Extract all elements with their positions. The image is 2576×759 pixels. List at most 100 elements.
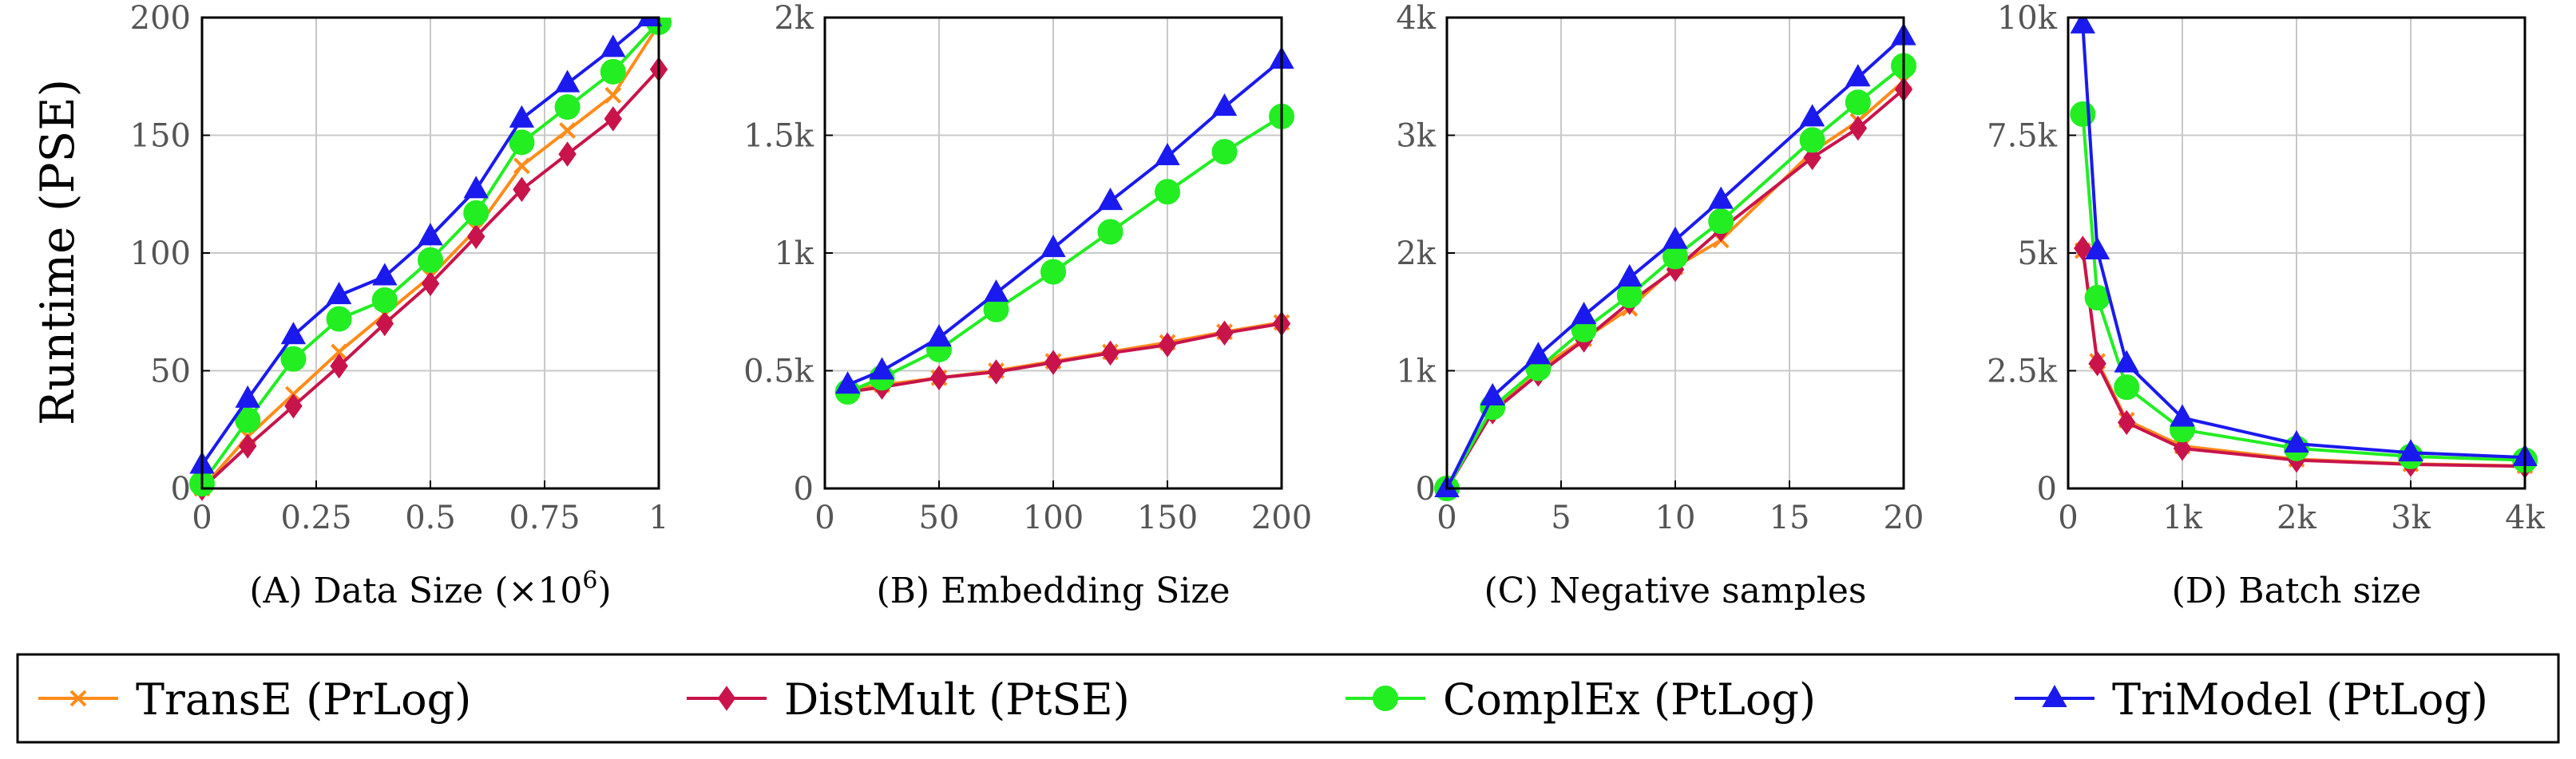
x-tick-label: 1 bbox=[648, 500, 668, 536]
data-point-trimodel bbox=[2084, 237, 2110, 260]
chart-panel-d: 0 1k 2k 3k 4k 0 2.5k 5k 7.5k 10k (D) Batch size bbox=[1987, 0, 2545, 611]
series-group bbox=[189, 18, 672, 501]
data-point-complex bbox=[1799, 127, 1825, 153]
x-tick-label: 100 bbox=[1023, 500, 1084, 536]
x-axis-label: (B) Embedding Size bbox=[876, 571, 1230, 611]
data-point-trimodel bbox=[372, 263, 398, 286]
legend-label-trimodel: TriModel (PtLog) bbox=[2112, 674, 2488, 725]
y-tick-label: 7.5k bbox=[1987, 118, 2058, 155]
x-tick-label: 2k bbox=[2277, 500, 2316, 536]
data-point-distmult bbox=[929, 365, 949, 391]
data-point-complex bbox=[1845, 89, 1871, 116]
legend-label-distmult: DistMult (PtSE) bbox=[784, 674, 1130, 725]
series-line-trimodel bbox=[2081, 24, 2526, 460]
legend-item-distmult: DistMult (PtSE) bbox=[687, 674, 1130, 725]
series-line-trimodel bbox=[1445, 35, 1905, 489]
x-tick-label: 5 bbox=[1551, 500, 1571, 536]
legend-marker-trimodel bbox=[2042, 684, 2067, 707]
data-point-complex bbox=[1616, 283, 1643, 309]
x-axis-label-text: (A) Data Size (×10 bbox=[249, 571, 582, 611]
y-tick-label: 5k bbox=[2017, 235, 2057, 272]
data-point-distmult bbox=[421, 271, 440, 297]
legend-item-complex: ComplEx (PtLog) bbox=[1345, 674, 1816, 725]
data-point-distmult bbox=[1158, 332, 1177, 358]
data-point-trimodel bbox=[1571, 302, 1597, 325]
data-point-trimodel bbox=[463, 176, 489, 199]
data-point-trimodel bbox=[1211, 93, 1238, 117]
series-trimodel bbox=[834, 46, 1294, 394]
x-tick-label: 20 bbox=[1884, 500, 1924, 536]
data-point-complex bbox=[326, 306, 352, 332]
x-axis-label-text: (B) Embedding Size bbox=[876, 571, 1230, 611]
legend-item-trimodel: TriModel (PtLog) bbox=[2015, 674, 2488, 725]
series-trimodel bbox=[2070, 18, 2538, 467]
data-point-distmult bbox=[1849, 115, 1868, 141]
y-tick-label: 2k bbox=[774, 0, 814, 37]
x-tick-label: 1k bbox=[2162, 500, 2202, 536]
data-point-distmult bbox=[2117, 409, 2136, 436]
data-point-complex bbox=[2070, 101, 2096, 127]
series-complex bbox=[2070, 101, 2538, 473]
series-group bbox=[2070, 18, 2538, 479]
y-tick-label: 50 bbox=[150, 354, 191, 390]
x-tick-label: 200 bbox=[1251, 500, 1312, 536]
data-point-complex bbox=[1708, 208, 1734, 235]
x-tick-label: 0 bbox=[192, 500, 212, 536]
data-point-trimodel bbox=[418, 223, 443, 246]
y-tick-label: 3k bbox=[1396, 118, 1436, 155]
data-point-complex bbox=[280, 346, 307, 372]
x-axis-label-sup: 6 bbox=[582, 567, 597, 595]
y-tick-label: 1.5k bbox=[743, 118, 814, 155]
data-point-trimodel bbox=[2284, 429, 2309, 453]
data-point-complex bbox=[235, 407, 261, 433]
data-point-distmult bbox=[238, 433, 257, 459]
data-point-trimodel bbox=[1845, 64, 1871, 87]
legend-frame bbox=[16, 653, 2560, 744]
data-point-distmult bbox=[2173, 436, 2192, 461]
x-tick-label: 0 bbox=[2058, 500, 2078, 536]
data-point-distmult bbox=[558, 141, 577, 167]
data-point-distmult bbox=[604, 106, 623, 132]
x-tick-label: 3k bbox=[2391, 500, 2431, 536]
data-point-trimodel bbox=[983, 279, 1009, 302]
data-point-trimodel bbox=[1040, 235, 1066, 258]
x-tick-label: 50 bbox=[919, 500, 960, 536]
data-point-distmult bbox=[1101, 340, 1120, 366]
x-tick-label: 0 bbox=[814, 500, 834, 536]
data-point-distmult bbox=[2088, 350, 2106, 377]
x-tick-label: 10 bbox=[1655, 500, 1696, 536]
legend-item-transe: TransE (PrLog) bbox=[38, 674, 471, 725]
y-axis-label: Runtime (PSE) bbox=[30, 79, 85, 425]
series-distmult bbox=[192, 57, 668, 501]
x-tick-label: 0.75 bbox=[509, 500, 580, 536]
y-tick-label: 4k bbox=[1396, 0, 1436, 37]
y-tick-label: 0 bbox=[171, 471, 191, 508]
data-point-complex bbox=[371, 287, 398, 313]
y-tick-label: 0 bbox=[1416, 471, 1436, 508]
data-point-trimodel bbox=[509, 105, 535, 128]
y-tick-label: 200 bbox=[130, 0, 191, 37]
data-point-distmult bbox=[375, 310, 394, 337]
legend-label-complex: ComplEx (PtLog) bbox=[1443, 674, 1816, 725]
x-axis-label: (A) Data Size (×106) bbox=[249, 567, 611, 611]
chart-panel-c: 0 5 10 15 20 0 1k 2k 3k 4k (C) Negative samples bbox=[1396, 0, 1924, 611]
chart-panel-a: 0 0.25 0.5 0.75 1 0 50 100 150 200 (A) Data Size (… bbox=[130, 0, 672, 611]
legend-marker-transe bbox=[69, 690, 87, 707]
data-point-trimodel bbox=[869, 357, 895, 380]
data-point-complex bbox=[600, 58, 626, 85]
y-tick-label: 0.5k bbox=[743, 354, 814, 390]
x-axis-label: (C) Negative samples bbox=[1484, 571, 1867, 611]
data-point-trimodel bbox=[554, 69, 581, 93]
data-point-trimodel bbox=[600, 34, 626, 57]
data-point-complex bbox=[418, 247, 443, 273]
x-axis-label: (D) Batch size bbox=[2172, 571, 2422, 611]
data-point-trimodel bbox=[2070, 18, 2096, 34]
data-point-trimodel bbox=[280, 322, 307, 345]
chart-panel-b: 0 50 100 150 200 0 0.5k 1k 1.5k 2k (B) Embedding S… bbox=[743, 0, 1312, 611]
series-line-distmult bbox=[1445, 88, 1905, 490]
y-tick-label: 2k bbox=[1396, 235, 1436, 272]
series-group bbox=[834, 46, 1294, 405]
y-tick-label: 2.5k bbox=[1987, 354, 2058, 390]
